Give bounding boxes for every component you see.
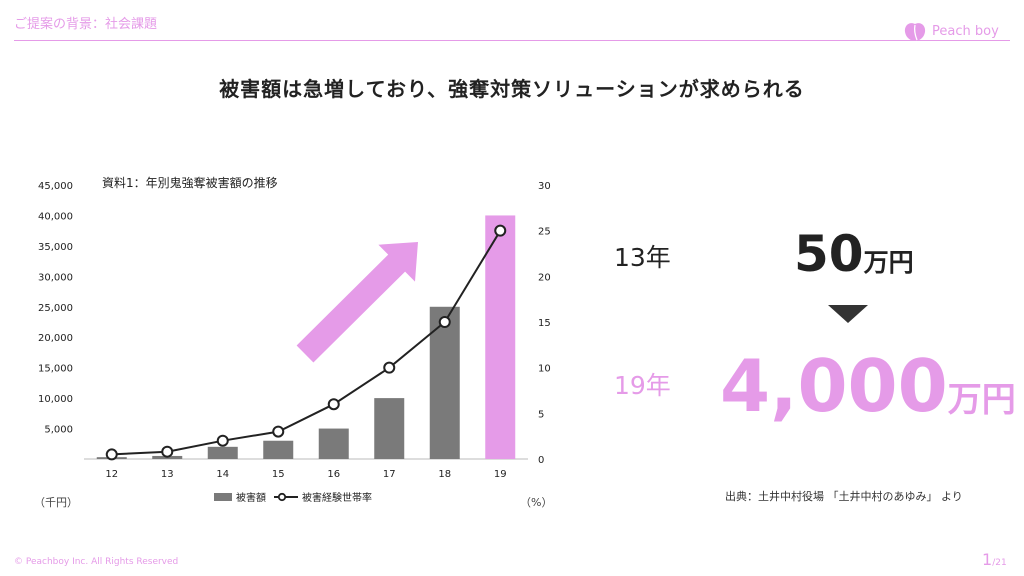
bar-14 <box>207 446 238 459</box>
bar-17 <box>374 398 405 459</box>
x-tick-label: 19 <box>494 469 507 480</box>
rate-point-15 <box>272 425 285 438</box>
left-tick-label: 45,000 <box>38 181 73 192</box>
rate-point-12 <box>105 448 118 461</box>
left-axis-unit: （千円） <box>34 496 78 509</box>
slide-title: 被害額は急増しており、強奪対策ソリューションが求められる <box>219 77 805 101</box>
rate-point-16 <box>327 398 340 411</box>
x-tick-label: 17 <box>383 469 396 480</box>
x-tick-label: 18 <box>438 469 451 480</box>
after-year: 19年 <box>614 371 671 400</box>
x-tick-label: 16 <box>327 469 340 480</box>
legend-line-swatch <box>274 492 298 501</box>
legend-item-rate: 被害経験世帯率 <box>274 489 372 504</box>
total-pages: /21 <box>992 558 1007 568</box>
legend-label-damage: 被害額 <box>236 493 266 504</box>
left-tick-label: 20,000 <box>38 333 73 344</box>
rate-point-13 <box>161 445 174 458</box>
rate-point-17 <box>383 361 396 374</box>
down-arrow-icon <box>828 305 868 323</box>
trend-arrow-icon <box>296 242 418 363</box>
header-divider <box>14 40 1010 41</box>
right-tick-label: 25 <box>538 227 551 238</box>
after-amount-value: 4,000 <box>720 344 948 428</box>
left-tick-label: 25,000 <box>38 303 73 314</box>
right-tick-label: 30 <box>538 181 551 192</box>
right-tick-label: 0 <box>538 455 544 466</box>
damage-chart: 12 13 14 15 16 17 18 19 5,000 10,000 15,000 20,000 2… <box>38 181 551 480</box>
before-amount-value: 50 <box>794 225 864 283</box>
peach-icon <box>904 23 926 41</box>
rate-point-19 <box>494 224 507 237</box>
current-page: 1 <box>982 550 993 569</box>
chart-legend: 被害額 被害経験世帯率 <box>214 489 372 504</box>
right-tick-label: 10 <box>538 364 551 375</box>
right-tick-label: 15 <box>538 318 551 329</box>
x-tick-label: 15 <box>272 469 285 480</box>
chart-title: 資料1：年別鬼強奪被害額の推移 <box>102 176 278 190</box>
left-tick-label: 35,000 <box>38 242 73 253</box>
rate-line <box>111 230 502 456</box>
legend-item-damage: 被害額 <box>214 489 266 504</box>
right-tick-label: 20 <box>538 272 551 283</box>
copyright: © Peachboy Inc. All Rights Reserved <box>14 557 179 567</box>
brand-name: Peach boy <box>932 23 999 39</box>
left-tick-label: 40,000 <box>38 211 73 222</box>
left-tick-label: 30,000 <box>38 272 73 283</box>
after-amount: 4,000万円 <box>720 344 1016 428</box>
left-tick-label: 15,000 <box>38 364 73 375</box>
bar-19 <box>485 215 516 459</box>
legend-label-rate: 被害経験世帯率 <box>302 493 372 504</box>
page-number: 1/21 <box>982 550 1007 569</box>
x-tick-label: 13 <box>161 469 174 480</box>
x-tick-label: 12 <box>105 469 118 480</box>
rate-point-18 <box>438 316 451 328</box>
source-note: 出典：土井中村役場 「土井中村のあゆみ」 より <box>725 490 963 503</box>
left-tick-label: 10,000 <box>38 394 73 405</box>
right-axis-unit: （%） <box>520 496 553 509</box>
bar-16 <box>318 428 349 459</box>
bar-18 <box>429 306 460 459</box>
right-tick-label: 5 <box>538 409 544 420</box>
brand-logo: Peach boy <box>903 20 999 42</box>
rate-point-14 <box>216 434 229 447</box>
before-amount: 50万円 <box>794 225 914 283</box>
before-year: 13年 <box>614 243 671 272</box>
bar-15 <box>263 440 294 459</box>
section-label: ご提案の背景：社会課題 <box>14 17 158 32</box>
left-tick-label: 5,000 <box>44 425 73 436</box>
legend-bar-swatch <box>214 492 232 501</box>
after-amount-unit: 万円 <box>947 380 1016 420</box>
x-tick-label: 14 <box>216 469 229 480</box>
before-amount-unit: 万円 <box>863 248 914 277</box>
